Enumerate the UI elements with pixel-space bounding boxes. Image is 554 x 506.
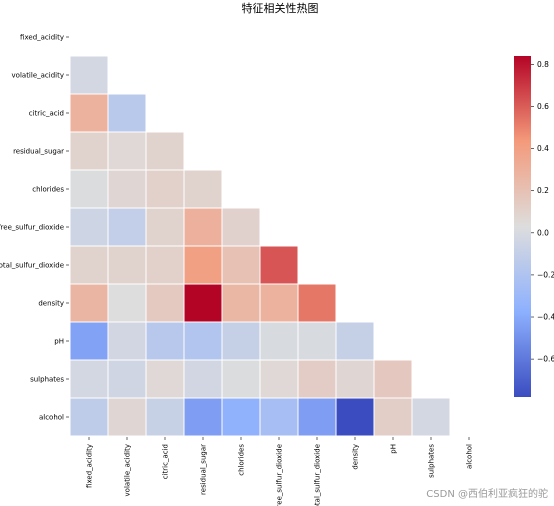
heatmap-cell-density-volatile_acidity: [107, 283, 147, 323]
heatmap-cell-total_sulfur_dioxide-free_sulfur_dioxide: [259, 245, 299, 285]
heatmap-cell-density-citric_acid: [145, 283, 185, 323]
y-tick-label-total_sulfur_dioxide: total_sulfur_dioxide: [0, 262, 64, 270]
heatmap-cell-chlorides-volatile_acidity: [107, 169, 147, 209]
heatmap-cell-alcohol-citric_acid: [145, 397, 185, 437]
colorbar-tick-label: 0.4: [537, 144, 549, 153]
heatmap-cell-alcohol-residual_sugar: [183, 397, 223, 437]
x-tick-label-chlorides: chlorides: [238, 444, 246, 476]
heatmap-cell-sulphates-free_sulfur_dioxide: [259, 359, 299, 399]
heatmap-cell-pH-citric_acid: [145, 321, 185, 361]
heatmap-cell-residual_sugar-volatile_acidity: [107, 131, 147, 171]
x-tick-label-total_sulfur_dioxide: total_sulfur_dioxide: [314, 444, 322, 506]
heatmap-cell-residual_sugar-fixed_acidity: [69, 131, 109, 171]
colorbar-tick-label: 0.0: [537, 228, 549, 237]
heatmap-cell-total_sulfur_dioxide-residual_sugar: [183, 245, 223, 285]
x-tick-label-pH: pH: [390, 444, 398, 454]
heatmap-cell-residual_sugar-citric_acid: [145, 131, 185, 171]
y-tick-label-density: density: [38, 300, 64, 308]
heatmap-cell-pH-total_sulfur_dioxide: [297, 321, 337, 361]
heatmap-cell-citric_acid-fixed_acidity: [69, 93, 109, 133]
y-tick-label-free_sulfur_dioxide: free_sulfur_dioxide: [0, 224, 64, 232]
y-tick-label-chlorides: chlorides: [32, 186, 64, 194]
x-tick-label-free_sulfur_dioxide: free_sulfur_dioxide: [276, 444, 284, 506]
heatmap-cell-alcohol-fixed_acidity: [69, 397, 109, 437]
heatmap-cell-sulphates-total_sulfur_dioxide: [297, 359, 337, 399]
x-tick-label-volatile_acidity: volatile_acidity: [124, 444, 132, 496]
heatmap-cell-pH-density: [335, 321, 375, 361]
colorbar-tick-label: −0.4: [537, 313, 554, 322]
y-tick-label-residual_sugar: residual_sugar: [13, 148, 64, 156]
heatmap-cell-sulphates-chlorides: [221, 359, 261, 399]
heatmap-cell-sulphates-pH: [373, 359, 413, 399]
heatmap-cell-sulphates-volatile_acidity: [107, 359, 147, 399]
heatmap-cell-free_sulfur_dioxide-residual_sugar: [183, 207, 223, 247]
y-tick-label-citric_acid: citric_acid: [29, 110, 64, 118]
heatmap-cell-chlorides-citric_acid: [145, 169, 185, 209]
heatmap-cell-density-free_sulfur_dioxide: [259, 283, 299, 323]
heatmap-cell-density-fixed_acidity: [69, 283, 109, 323]
heatmap-cell-free_sulfur_dioxide-chlorides: [221, 207, 261, 247]
heatmap-cell-volatile_acidity-fixed_acidity: [69, 55, 109, 95]
heatmap-cell-total_sulfur_dioxide-fixed_acidity: [69, 245, 109, 285]
heatmap-cells: [69, 55, 451, 437]
y-tick-label-volatile_acidity: volatile_acidity: [12, 72, 64, 80]
x-tick-label-density: density: [352, 444, 360, 470]
heatmap-cell-alcohol-pH: [373, 397, 413, 437]
y-axis-labels: fixed_acidity volatile_acidity citric_acid…: [0, 34, 69, 422]
heatmap-cell-alcohol-density: [335, 397, 375, 437]
heatmap-cell-density-chlorides: [221, 283, 261, 323]
heatmap-cell-sulphates-fixed_acidity: [69, 359, 109, 399]
heatmap-cell-total_sulfur_dioxide-chlorides: [221, 245, 261, 285]
watermark: CSDN @西伯利亚疯狂的驼: [426, 489, 548, 500]
heatmap-cell-alcohol-chlorides: [221, 397, 261, 437]
heatmap-cell-density-total_sulfur_dioxide: [297, 283, 337, 323]
heatmap-cell-total_sulfur_dioxide-volatile_acidity: [107, 245, 147, 285]
y-tick-label-fixed_acidity: fixed_acidity: [20, 34, 64, 42]
y-tick-label-sulphates: sulphates: [30, 376, 64, 384]
heatmap-cell-chlorides-residual_sugar: [183, 169, 223, 209]
chart-title: 特征相关性热图: [242, 1, 319, 15]
y-tick-label-alcohol: alcohol: [39, 414, 64, 422]
colorbar-tick-label: 0.2: [537, 186, 549, 195]
heatmap-cell-pH-residual_sugar: [183, 321, 223, 361]
heatmap-cell-density-residual_sugar: [183, 283, 223, 323]
colorbar-tick-label: 0.6: [537, 102, 549, 111]
heatmap-cell-free_sulfur_dioxide-fixed_acidity: [69, 207, 109, 247]
heatmap-cell-chlorides-fixed_acidity: [69, 169, 109, 209]
heatmap-cell-sulphates-citric_acid: [145, 359, 185, 399]
heatmap-cell-alcohol-free_sulfur_dioxide: [259, 397, 299, 437]
heatmap-cell-free_sulfur_dioxide-volatile_acidity: [107, 207, 147, 247]
heatmap-cell-alcohol-total_sulfur_dioxide: [297, 397, 337, 437]
heatmap-cell-pH-chlorides: [221, 321, 261, 361]
x-axis-labels: fixed_acidity volatile_acidity citric_acid…: [86, 437, 474, 506]
x-tick-label-citric_acid: citric_acid: [162, 444, 170, 479]
heatmap-cell-total_sulfur_dioxide-citric_acid: [145, 245, 185, 285]
heatmap-cell-sulphates-residual_sugar: [183, 359, 223, 399]
x-tick-label-fixed_acidity: fixed_acidity: [86, 444, 94, 488]
x-tick-label-sulphates: sulphates: [428, 444, 436, 478]
heatmap-cell-pH-fixed_acidity: [69, 321, 109, 361]
heatmap-cell-alcohol-sulphates: [411, 397, 451, 437]
heatmap-cell-citric_acid-volatile_acidity: [107, 93, 147, 133]
heatmap-cell-alcohol-volatile_acidity: [107, 397, 147, 437]
y-tick-label-pH: pH: [54, 338, 64, 346]
heatmap-cell-pH-volatile_acidity: [107, 321, 147, 361]
x-tick-label-alcohol: alcohol: [466, 444, 474, 469]
colorbar-tick-label: 0.8: [537, 60, 549, 69]
heatmap-cell-pH-free_sulfur_dioxide: [259, 321, 299, 361]
colorbar-tick-label: −0.6: [537, 355, 554, 364]
heatmap-cell-free_sulfur_dioxide-citric_acid: [145, 207, 185, 247]
colorbar-tick-label: −0.2: [537, 270, 554, 279]
heatmap-cell-sulphates-density: [335, 359, 375, 399]
colorbar-gradient: [514, 56, 531, 397]
colorbar: −0.6 −0.4 −0.2 0.0 0.2 0.4 0.6 0.8: [514, 56, 554, 397]
x-tick-label-residual_sugar: residual_sugar: [200, 444, 208, 495]
